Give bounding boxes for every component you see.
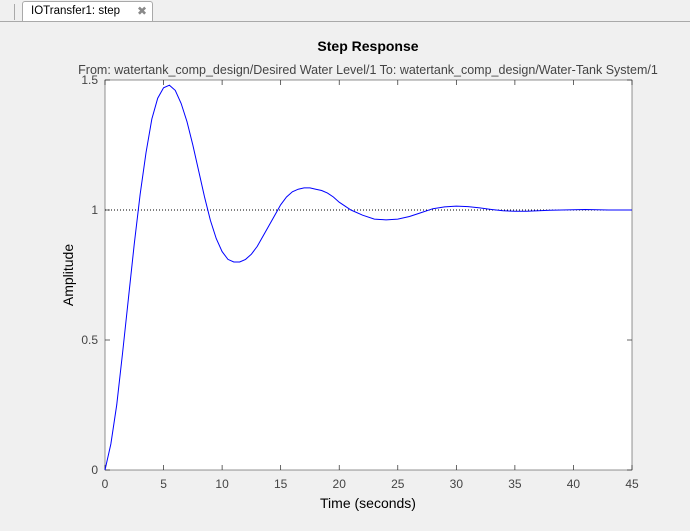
x-tick-label: 0 xyxy=(102,477,109,491)
figure-panel: Step Response From: watertank_comp_desig… xyxy=(0,22,690,526)
chart-subtitle: From: watertank_comp_design/Desired Wate… xyxy=(78,63,658,77)
y-tick-label: 1 xyxy=(91,203,98,217)
x-tick-label: 40 xyxy=(567,477,581,491)
x-tick-label: 35 xyxy=(508,477,522,491)
step-response-chart: Step Response From: watertank_comp_desig… xyxy=(60,38,658,511)
x-tick-label: 25 xyxy=(391,477,405,491)
y-axis-label: Amplitude xyxy=(60,244,76,306)
tab-label: IOTransfer1: step xyxy=(31,5,121,17)
x-tick-label: 10 xyxy=(215,477,229,491)
y-tick-label: 1.5 xyxy=(81,73,98,87)
tab-iotransfer1-step[interactable]: IOTransfer1: step ✖ xyxy=(22,1,153,22)
chart-title: Step Response xyxy=(317,38,418,54)
x-axis-label: Time (seconds) xyxy=(320,495,416,511)
y-tick-label: 0.5 xyxy=(81,333,98,347)
tab-strip: IOTransfer1: step ✖ xyxy=(0,0,690,22)
x-tick-label: 15 xyxy=(274,477,288,491)
tab-strip-grip xyxy=(14,4,21,20)
tab-strip-divider xyxy=(0,21,690,22)
x-tick-label: 20 xyxy=(333,477,347,491)
step-response-line xyxy=(104,84,632,471)
plot-area[interactable] xyxy=(104,79,633,471)
x-tick-label: 5 xyxy=(160,477,167,491)
axis-ticks: 0 5 10 15 20 25 30 35 40 45 0 0.5 1 1.5 xyxy=(81,73,639,491)
x-tick-label: 45 xyxy=(625,477,639,491)
x-tick-label: 30 xyxy=(450,477,464,491)
y-tick-label: 0 xyxy=(91,463,98,477)
close-icon[interactable]: ✖ xyxy=(136,4,148,18)
